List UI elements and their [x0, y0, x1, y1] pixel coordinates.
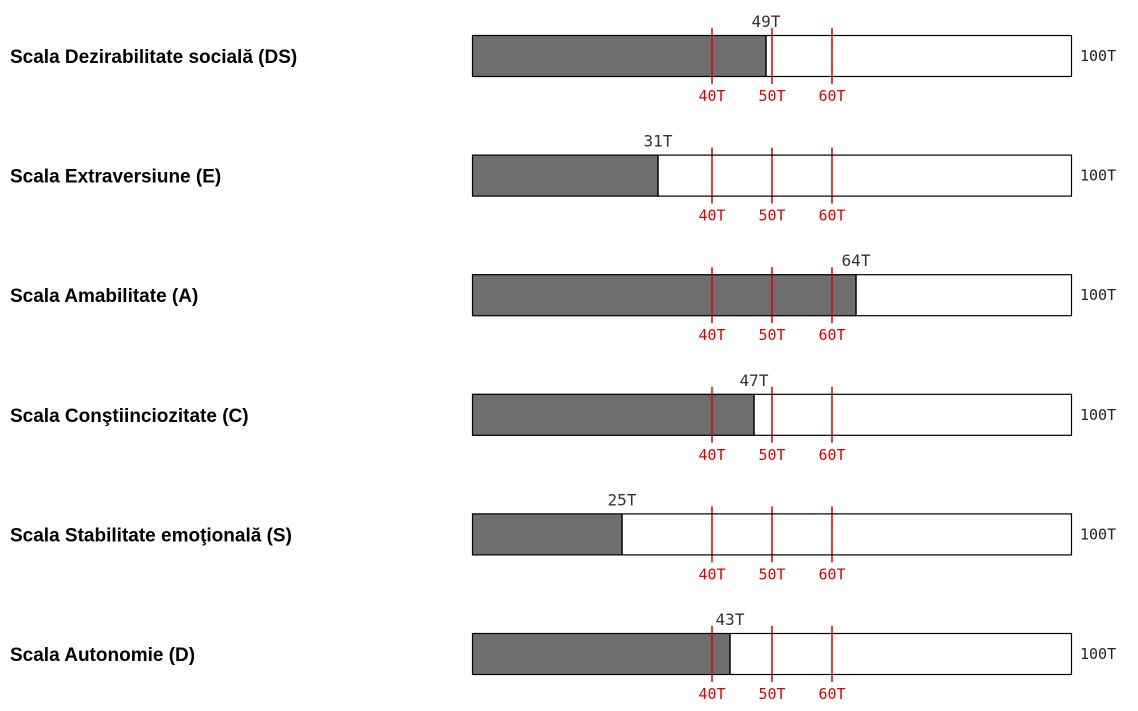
reference-label: 40T	[698, 326, 725, 344]
value-label: 49T	[752, 12, 781, 31]
value-label: 47T	[740, 371, 769, 390]
bar-track-border	[471, 154, 1073, 197]
reference-label: 40T	[698, 685, 725, 703]
scale-label: Scala Conştiinciozitate (C)	[10, 406, 249, 427]
max-label: 100T	[1080, 406, 1116, 424]
bar-fill	[472, 274, 856, 317]
max-label: 100T	[1080, 47, 1116, 65]
max-label: 100T	[1080, 525, 1116, 543]
reference-label: 40T	[698, 565, 725, 583]
reference-label: 50T	[758, 565, 785, 583]
reference-label: 50T	[758, 446, 785, 464]
value-label: 31T	[644, 132, 673, 151]
reference-label: 60T	[818, 87, 845, 105]
scale-label: Scala Amabilitate (A)	[10, 286, 198, 307]
max-label: 100T	[1080, 645, 1116, 663]
bar-track-border	[471, 393, 1073, 436]
bar-fill	[472, 154, 658, 197]
value-label: 64T	[842, 251, 871, 270]
reference-label: 40T	[698, 207, 725, 225]
bar-track-border	[471, 632, 1073, 676]
scale-label: Scala Stabilitate emoţională (S)	[10, 525, 292, 546]
max-label: 100T	[1080, 167, 1116, 185]
scale-label: Scala Dezirabilitate socială (DS)	[10, 47, 297, 68]
bar-track-border	[471, 274, 1073, 317]
value-label: 25T	[608, 490, 637, 509]
value-label: 43T	[716, 610, 745, 629]
bar-fill	[472, 513, 622, 556]
reference-label: 50T	[758, 87, 785, 105]
bar-fill	[472, 633, 730, 675]
bar-fill	[472, 393, 754, 436]
reference-label: 40T	[698, 87, 725, 105]
bar-track-border	[471, 513, 1073, 556]
bar-fill	[472, 35, 766, 77]
bar-track-border	[471, 34, 1073, 78]
reference-label: 40T	[698, 446, 725, 464]
reference-label: 60T	[818, 207, 845, 225]
reference-label: 50T	[758, 326, 785, 344]
max-label: 100T	[1080, 286, 1116, 304]
scale-label: Scala Autonomie (D)	[10, 645, 195, 666]
reference-label: 50T	[758, 685, 785, 703]
reference-label: 60T	[818, 685, 845, 703]
reference-label: 50T	[758, 207, 785, 225]
reference-label: 60T	[818, 446, 845, 464]
reference-label: 60T	[818, 565, 845, 583]
reference-label: 60T	[818, 326, 845, 344]
scale-label: Scala Extraversiune (E)	[10, 167, 221, 188]
